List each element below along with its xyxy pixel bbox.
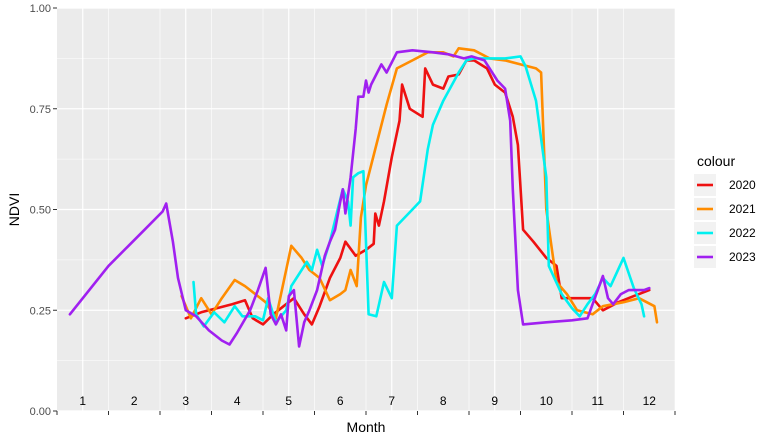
month-label: 5	[285, 394, 292, 408]
legend: colour 2020 2021 2022 2023	[694, 153, 756, 268]
month-label: 11	[592, 394, 605, 408]
legend-label-2021: 2021	[729, 202, 756, 216]
month-label: 12	[643, 394, 657, 408]
month-label: 4	[234, 394, 241, 408]
month-label: 8	[440, 394, 447, 408]
y-tick-label: 0.50	[30, 205, 51, 217]
month-labels: 1 2 3 4 5 6 7 8 9 10 11 12	[79, 394, 656, 408]
y-tick-label: 0.25	[30, 305, 51, 317]
series-line-2021	[180, 47, 659, 324]
legend-label-2023: 2023	[729, 250, 756, 264]
month-label: 7	[388, 394, 395, 408]
x-axis	[56, 411, 676, 415]
month-label: 9	[491, 394, 498, 408]
y-axis-title: NDVI	[6, 193, 22, 226]
legend-label-2020: 2020	[729, 178, 756, 192]
month-label: 1	[79, 394, 86, 408]
x-axis-title: Month	[347, 419, 386, 435]
month-label: 10	[540, 394, 554, 408]
month-label: 6	[337, 394, 344, 408]
series-line-2023	[68, 49, 651, 348]
series-line-2020	[184, 59, 651, 326]
y-tick-label: 1.00	[30, 3, 51, 15]
month-label: 3	[182, 394, 189, 408]
y-axis: 0.00 0.25 0.50 0.75 1.00	[30, 3, 57, 418]
legend-title: colour	[697, 153, 735, 169]
y-tick-label: 0.75	[30, 104, 51, 116]
y-tick-label: 0.00	[30, 406, 51, 418]
series-lines	[68, 47, 659, 348]
month-label: 2	[131, 394, 138, 408]
legend-label-2022: 2022	[729, 226, 756, 240]
